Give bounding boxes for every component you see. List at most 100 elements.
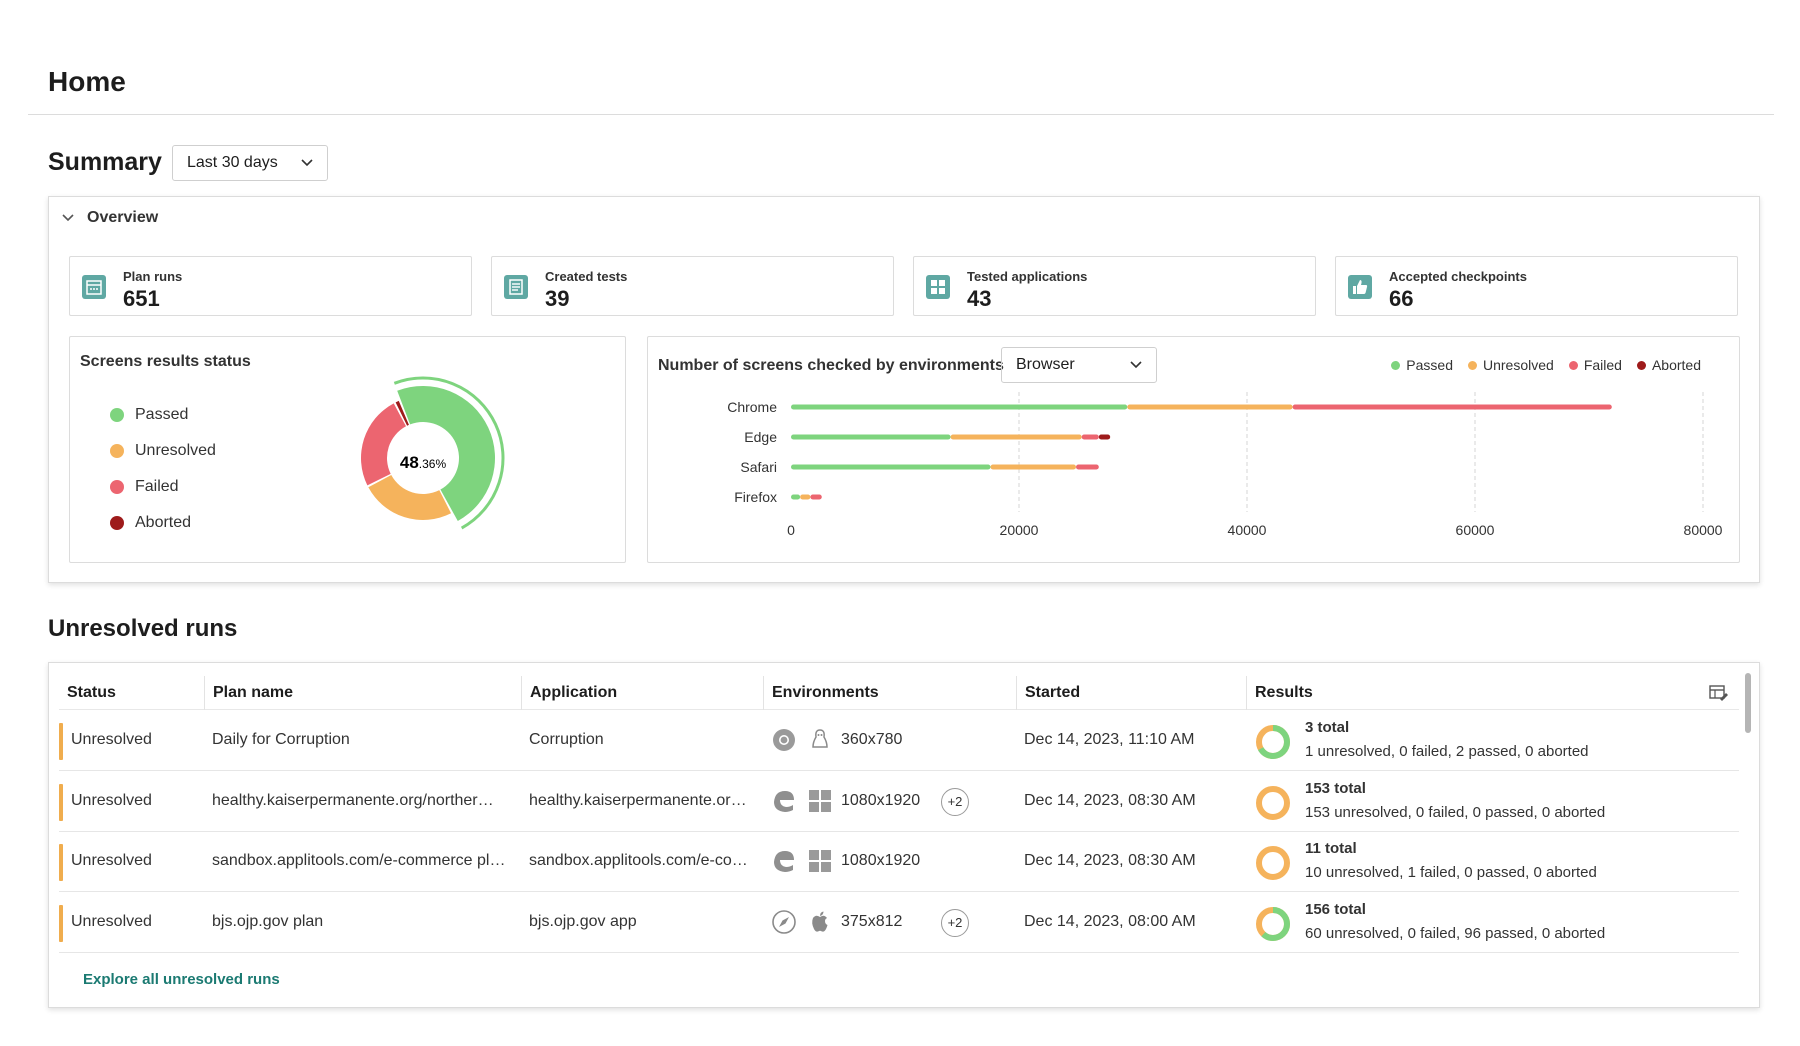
row-started: Dec 14, 2023, 08:30 AM [1024,791,1196,809]
row-plan-name[interactable]: sandbox.applitools.com/e-commerce pl… [212,852,506,869]
x-tick-label: 0 [787,522,795,538]
donut-center-suffix: .36% [419,457,447,471]
page-title: Home [48,66,126,97]
column-header-status[interactable]: Status [67,684,116,701]
table-row[interactable]: Unresolved healthy.kaiserpermanente.org/n… [59,772,1739,832]
unresolved-dot-icon [110,444,124,458]
status-donut-chart: 48.36% [361,376,505,530]
legend-item-aborted: Aborted [1636,357,1701,373]
bar-segment-failed[interactable] [1076,464,1099,470]
stat-value: 43 [967,286,992,311]
row-results-detail: 10 unresolved, 1 failed, 0 passed, 0 abo… [1305,864,1597,881]
row-started: Dec 14, 2023, 08:30 AM [1024,852,1196,869]
bar-segment-unresolved[interactable] [990,464,1077,470]
x-tick-label: 40000 [1228,522,1267,538]
explore-unresolved-runs-link[interactable]: Explore all unresolved runs [83,971,280,988]
legend-label: Failed [1583,357,1622,373]
bar-segment-passed[interactable] [791,464,991,470]
donut-slice-aborted[interactable] [395,400,409,426]
legend-item-failed: Failed [1568,357,1622,373]
bar-segment-aborted[interactable] [1098,434,1111,440]
bar-segment-unresolved[interactable] [800,494,811,500]
category-label: Chrome [727,399,777,415]
bar-legend: Passed Unresolved Failed Aborted [1391,357,1701,373]
chrome-icon [773,729,795,751]
more-environments-badge[interactable]: +2 [941,908,969,937]
apple-icon [812,911,828,932]
stat-card-tested-applications: Tested applications 43 [913,256,1316,316]
row-status: Unresolved [71,791,152,809]
row-application[interactable]: healthy.kaiserpermanente.or… [529,791,747,809]
thumbs-up-icon [1348,275,1372,299]
column-settings-icon[interactable] [1707,682,1729,704]
legend-label: Passed [135,406,189,423]
failed-dot-icon [1568,360,1578,370]
bar-segment-passed[interactable] [791,404,1128,410]
row-plan-name[interactable]: Daily for Corruption [212,731,350,748]
date-range-select[interactable]: Last 30 days [172,145,328,181]
row-started: Dec 14, 2023, 11:10 AM [1024,731,1195,748]
table-row[interactable]: Unresolved sandbox.applitools.com/e-comme… [59,832,1739,892]
x-tick-label: 20000 [1000,522,1039,538]
overview-card: Overview Plan runs 651 Created tests 39 … [48,196,1760,583]
result-unresolved-arc [1256,846,1290,880]
passed-dot-icon [110,408,124,422]
row-plan-name[interactable]: bjs.ojp.gov plan [212,912,324,930]
panel-title: Number of screens checked by environment… [658,357,1004,374]
table-row[interactable]: Unresolved Daily for Corruption Corruption… [59,711,1739,771]
row-application[interactable]: bjs.ojp.gov app [529,912,637,930]
result-donut-icon [1256,906,1290,941]
category-label: Edge [744,429,777,445]
bar-segment-unresolved[interactable] [1127,404,1293,410]
column-header-results[interactable]: Results [1246,676,1666,710]
status-indicator [59,723,63,760]
environment-type-select[interactable]: Browser [1001,347,1157,383]
row-resolution: 1080x1920 [841,791,921,809]
table-row[interactable]: Unresolved bjs.ojp.gov plan bjs.ojp.gov ap… [59,893,1739,953]
column-header-application[interactable]: Application [521,676,763,710]
status-legend: Passed Unresolved Failed Aborted [110,397,216,541]
row-application[interactable]: sandbox.applitools.com/e-co… [529,852,748,869]
vertical-scrollbar[interactable] [1745,673,1751,733]
legend-label: Failed [135,478,179,495]
edge-icon [774,790,794,812]
edge-icon [774,851,794,872]
summary-title: Summary [48,148,162,176]
stat-label: Accepted checkpoints [1389,269,1527,284]
bar-segment-failed[interactable] [1081,434,1099,440]
date-range-value: Last 30 days [187,154,278,171]
column-header-environments[interactable]: Environments [763,676,1016,710]
donut-slice-passed[interactable] [397,386,495,522]
result-passed-arc [1256,906,1290,941]
bar-segment-unresolved[interactable] [950,434,1082,440]
row-results-total: 156 total [1305,900,1366,918]
result-passed-arc [1256,725,1290,759]
donut-slice-failed[interactable] [361,403,406,486]
unresolved-runs-title: Unresolved runs [48,615,238,642]
bar-segment-passed[interactable] [791,434,951,440]
chevron-down-icon [1130,361,1142,369]
column-header-plan-name[interactable]: Plan name [204,676,521,710]
row-status: Unresolved [71,731,152,748]
legend-label: Unresolved [135,442,216,459]
bar-segment-failed[interactable] [810,494,822,500]
column-header-started[interactable]: Started [1016,676,1246,710]
row-plan-name[interactable]: healthy.kaiserpermanente.org/norther… [212,791,494,809]
row-application[interactable]: Corruption [529,731,604,748]
legend-label: Unresolved [1482,357,1554,373]
failed-dot-icon [110,480,124,494]
bar-segment-passed[interactable] [791,494,801,500]
donut-slice-unresolved[interactable] [368,475,452,520]
status-indicator [59,844,63,881]
row-results-total: 11 total [1305,840,1357,857]
overview-toggle[interactable]: Overview [61,209,158,227]
stat-value: 651 [123,286,160,311]
legend-label: Aborted [1651,357,1701,373]
legend-item-unresolved: Unresolved [1467,357,1554,373]
bar-segment-failed[interactable] [1292,404,1612,410]
aborted-dot-icon [1636,360,1646,370]
more-environments-badge[interactable]: +2 [941,787,969,816]
status-indicator [59,783,63,821]
category-label: Safari [740,459,777,475]
unresolved-runs-table: Status Plan name Application Environment… [48,662,1760,1008]
